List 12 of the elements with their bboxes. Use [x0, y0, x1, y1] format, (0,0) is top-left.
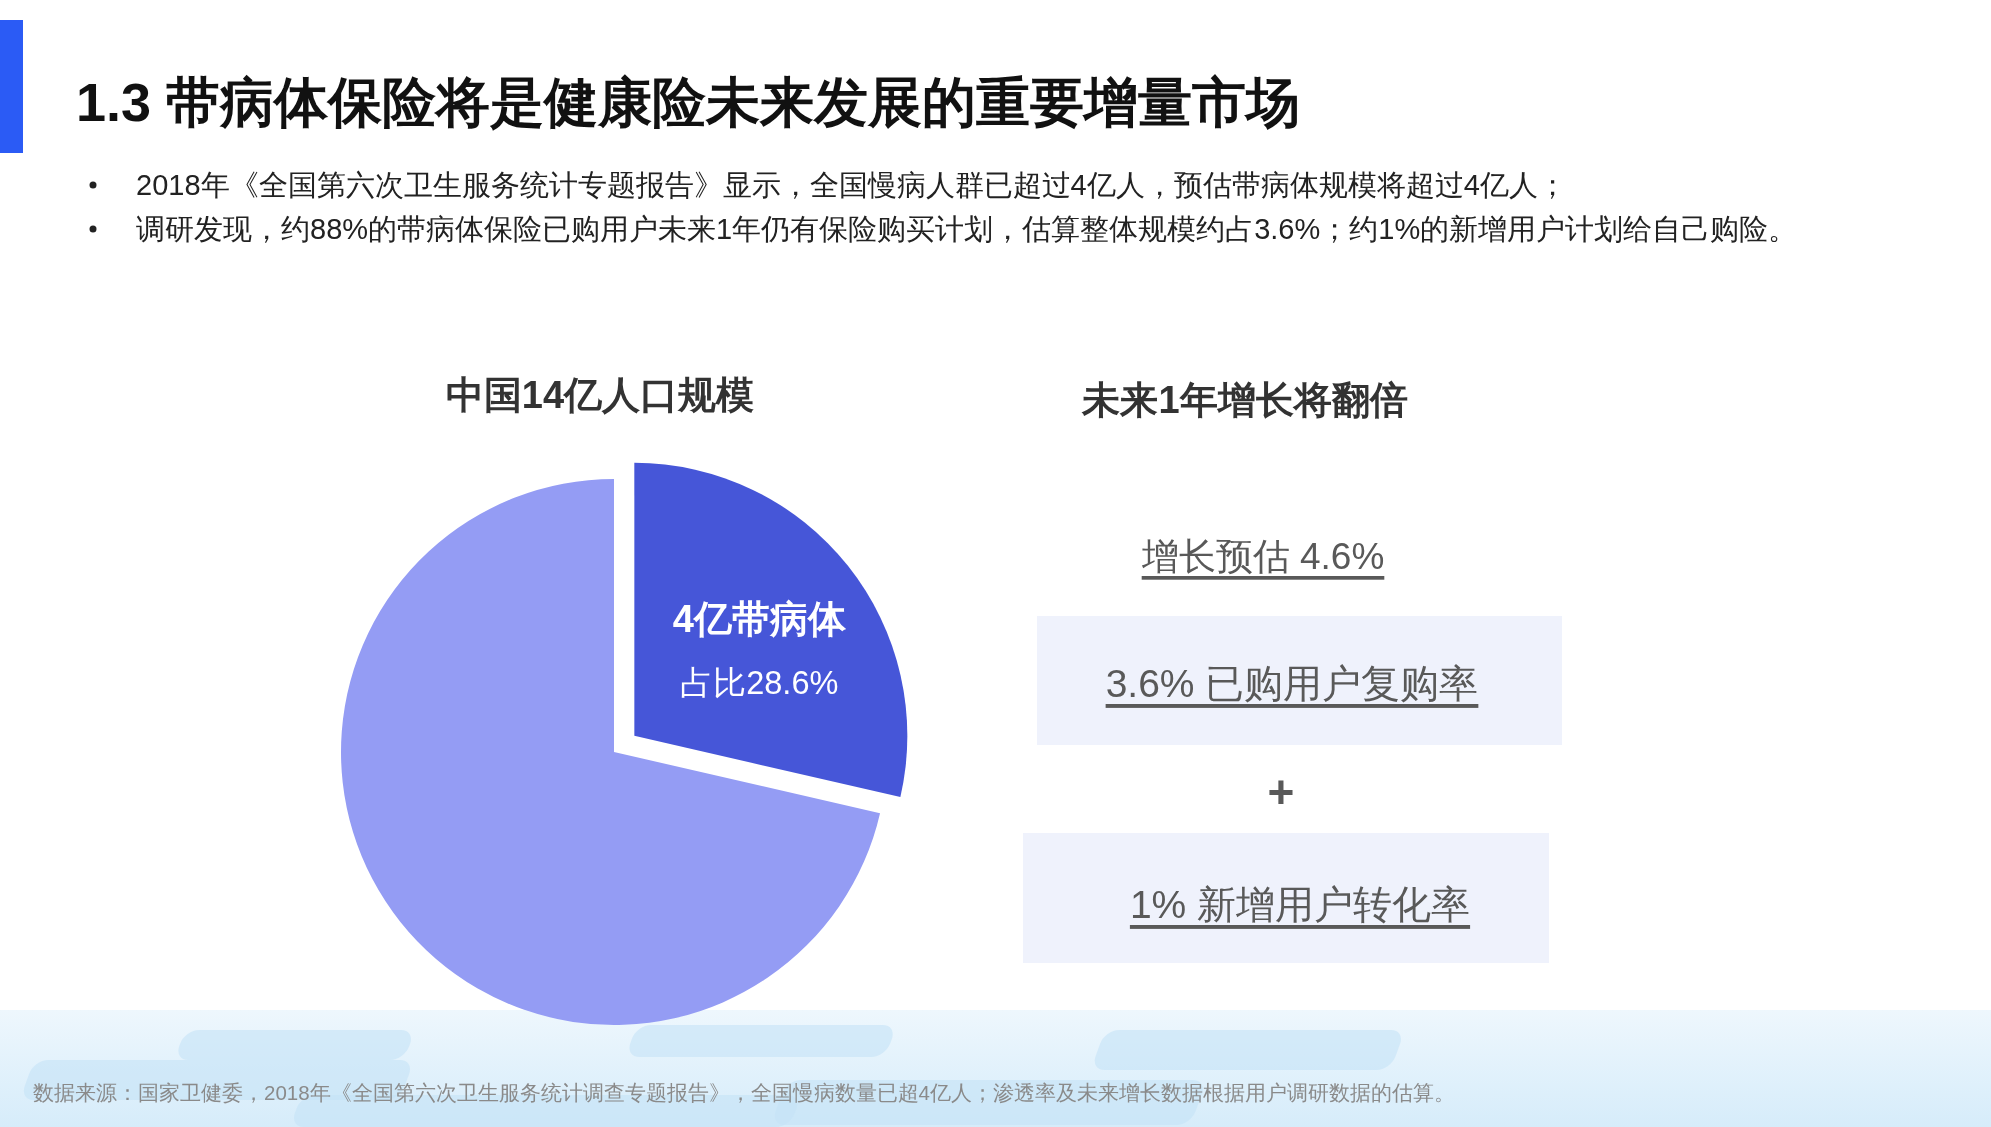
text: + — [1267, 766, 1295, 818]
chart-title: 1.3 带病体保险将是健康险未来发展的重要增量市场 — [76, 72, 1301, 132]
chart-subtitle: 中国14亿人口规模 — [445, 374, 755, 416]
text: 3.6% 已购用户复购率 — [1105, 661, 1479, 705]
data-label: 占比28.6% — [680, 665, 839, 702]
text: 调研发现，约88%的带病体保险已购用户未来1年仍有保险购买计划，估算整体规模约占3.6%；约1%的新增用户计划给自己购险。 — [136, 213, 1798, 245]
source-note: 数据来源：国家卫健委，2018年《全国第六次卫生服务统计调查专题报告》，全国慢病数量已超4亿人；渗透率及未来增长数据根据用户调研数据的估算。 — [33, 1080, 1456, 1104]
text: 增长预估 4.6% — [1140, 535, 1385, 577]
text: 1% 新增用户转化率 — [1129, 882, 1471, 926]
text: 未来1年增长将翻倍 — [1081, 379, 1408, 421]
text: 2018年《全国第六次卫生服务统计专题报告》显示，全国慢病人群已超过4亿人，预估带病体规模将超过4亿人； — [136, 169, 1567, 201]
slice-label: 4亿带病体 — [672, 598, 847, 641]
